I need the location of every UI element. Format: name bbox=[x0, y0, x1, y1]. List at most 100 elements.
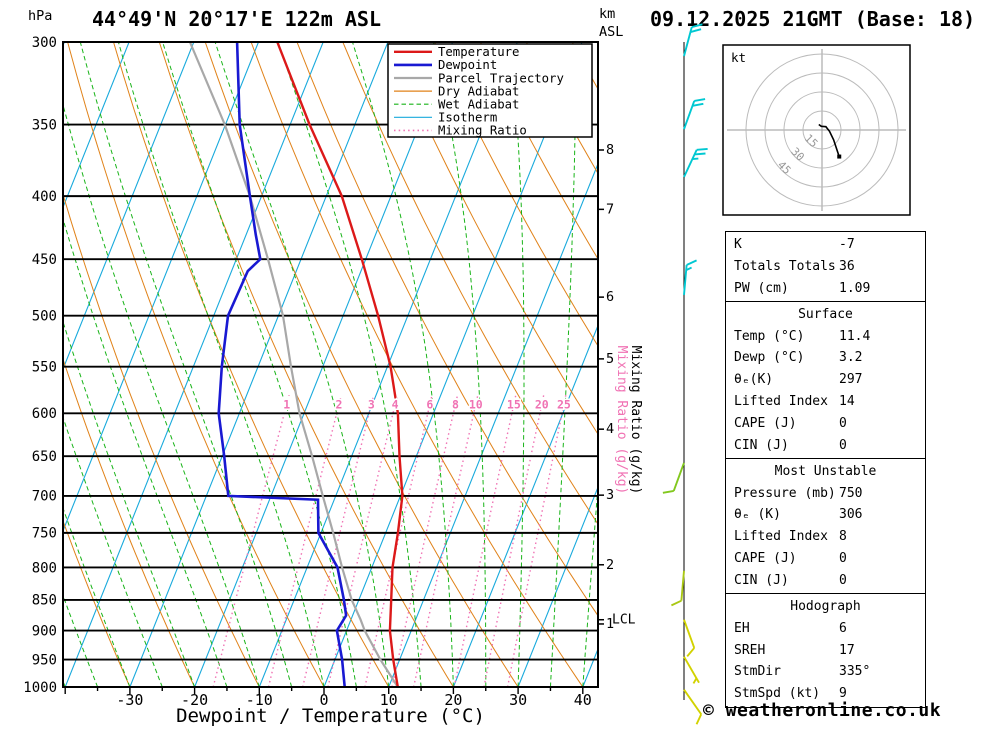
stats-section-title: Surface bbox=[798, 306, 853, 322]
hodograph-ring bbox=[764, 72, 880, 188]
table-row: Totals Totals 36 bbox=[726, 256, 925, 278]
temp-tick-label: -10 bbox=[246, 691, 273, 709]
table-row: CIN (J) 0 bbox=[726, 435, 925, 457]
legend-label: Mixing Ratio bbox=[438, 124, 527, 138]
legend-label: Dry Adiabat bbox=[438, 84, 519, 98]
wind-barb bbox=[683, 656, 700, 684]
dry-adiabat-line bbox=[158, 42, 454, 687]
wind-barb bbox=[671, 570, 685, 607]
wind-barb bbox=[683, 259, 697, 295]
temp-tick-label: 40 bbox=[574, 691, 592, 709]
altitude-unit-asl: ASL bbox=[599, 24, 623, 40]
wet-adiabat-line bbox=[63, 217, 228, 687]
pressure-tick-label: 800 bbox=[32, 560, 57, 576]
km-tick-label: 7 bbox=[606, 201, 614, 217]
dewpoint-trace bbox=[217, 42, 348, 687]
mixing-ratio-axis-label: Mixing Ratio (g/kg) bbox=[628, 346, 643, 495]
hodograph-ring bbox=[745, 53, 899, 207]
km-tick-label: 8 bbox=[606, 142, 614, 158]
copyright: © weatheronline.co.uk bbox=[703, 700, 942, 721]
wet-adiabat-line bbox=[79, 42, 293, 687]
pressure-tick-label: 350 bbox=[32, 117, 57, 133]
dry-adiabat-line bbox=[250, 42, 584, 687]
mixing-ratio-lines bbox=[212, 395, 567, 687]
pressure-tick-label: 900 bbox=[32, 623, 57, 639]
table-row: Pressure (mb) 750 bbox=[726, 483, 925, 505]
stat-label: StmDir bbox=[734, 664, 781, 680]
stat-value: 36 bbox=[839, 258, 855, 274]
datetime-title: 09.12.2025 21GMT (Base: 18) bbox=[650, 7, 976, 31]
isotherm-line bbox=[388, 162, 598, 687]
stats-section: K -7 Totals Totals 36 PW (cm) 1.09 bbox=[725, 231, 926, 303]
dry-adiabat-line bbox=[434, 42, 598, 347]
parcel-trace bbox=[188, 42, 399, 687]
temp-tick-label: 30 bbox=[509, 691, 527, 709]
wet-adiabat-line bbox=[509, 42, 525, 687]
mixing-ratio-value: 2 bbox=[336, 397, 343, 411]
hodograph-unit-label: kt bbox=[731, 50, 746, 65]
table-row: CIN (J) 0 bbox=[726, 570, 925, 592]
hodograph-trace bbox=[818, 123, 840, 157]
pressure-tick-label: 650 bbox=[32, 449, 57, 465]
stat-value: 17 bbox=[839, 642, 855, 658]
pressure-tick-label: 400 bbox=[32, 189, 57, 205]
stats-section: Most Unstable Pressure (mb) 750 θₑ (K) 306 Li… bbox=[725, 457, 926, 595]
wet-adiabat-line bbox=[550, 42, 577, 687]
isotherm-line bbox=[63, 42, 195, 371]
mixing-ratio-axis-label-pink: Mixing Ratio (g/kg) bbox=[614, 346, 629, 495]
stat-label: Lifted Index bbox=[734, 529, 828, 545]
isotherm-line bbox=[258, 42, 518, 687]
wind-barb bbox=[683, 619, 696, 657]
table-row: Lifted Index 14 bbox=[726, 391, 925, 413]
stat-value: 6 bbox=[839, 620, 847, 636]
stats-section: Surface Temp (°C) 11.4 Dewp (°C) 3.2 θₑ(K) 297… bbox=[725, 300, 926, 460]
mixing-ratio-value: 8 bbox=[452, 397, 459, 411]
temp-tick-label: 10 bbox=[380, 691, 398, 709]
isotherm-line bbox=[63, 42, 130, 209]
stat-value: 306 bbox=[839, 507, 863, 523]
traces bbox=[188, 42, 404, 687]
stat-label: θₑ (K) bbox=[734, 507, 781, 523]
dry-adiabat-line bbox=[63, 519, 131, 687]
stat-value: 0 bbox=[839, 437, 847, 453]
pressure-tick-label: 1000 bbox=[23, 680, 57, 696]
isotherms bbox=[63, 42, 598, 687]
wet-adiabat-line bbox=[63, 103, 260, 687]
wet-adiabat-line bbox=[63, 415, 163, 687]
km-tick-label: 4 bbox=[606, 421, 614, 437]
stat-label: θₑ(K) bbox=[734, 372, 774, 388]
wet-adiabat-line bbox=[63, 506, 131, 687]
stat-label: StmSpd (kt) bbox=[734, 686, 821, 702]
isotherm-line bbox=[452, 324, 598, 687]
hodograph-ring-label: 45 bbox=[775, 159, 794, 178]
stat-label: Dewp (°C) bbox=[734, 350, 805, 366]
dry-adiabat-line bbox=[479, 42, 598, 260]
mixing-ratio-value: 3 bbox=[368, 397, 375, 411]
table-row: θₑ(K) 297 bbox=[726, 369, 925, 391]
hodograph-frame bbox=[722, 44, 911, 216]
hodograph-ring bbox=[783, 91, 861, 169]
stat-label: CIN (J) bbox=[734, 572, 789, 588]
mixing-ratio-value: 4 bbox=[392, 397, 399, 411]
stat-value: 9 bbox=[839, 686, 847, 702]
lcl-label: LCL bbox=[612, 613, 636, 628]
isotherm-line bbox=[194, 42, 454, 687]
km-tick-label: 6 bbox=[606, 289, 614, 305]
pressure-tick-label: 950 bbox=[32, 652, 57, 668]
hodograph-trace-end bbox=[837, 154, 842, 159]
wet-adiabat-line bbox=[63, 594, 99, 687]
stat-label: CAPE (J) bbox=[734, 415, 797, 431]
mixing-ratio-line bbox=[506, 395, 567, 687]
pressure-tick-label: 500 bbox=[32, 308, 57, 324]
dry-adiabat-line bbox=[342, 42, 598, 526]
mixing-ratio-line bbox=[212, 395, 290, 687]
isotherm-line bbox=[129, 42, 389, 687]
stat-label: Temp (°C) bbox=[734, 328, 805, 344]
pressure-tick-label: 300 bbox=[32, 35, 57, 51]
legend-label: Temperature bbox=[438, 45, 519, 59]
stat-label: K bbox=[734, 237, 742, 252]
mixing-ratio-value: 20 bbox=[535, 397, 549, 411]
table-row: Lifted Index 8 bbox=[726, 526, 925, 548]
table-row: StmDir 335° bbox=[726, 661, 925, 683]
